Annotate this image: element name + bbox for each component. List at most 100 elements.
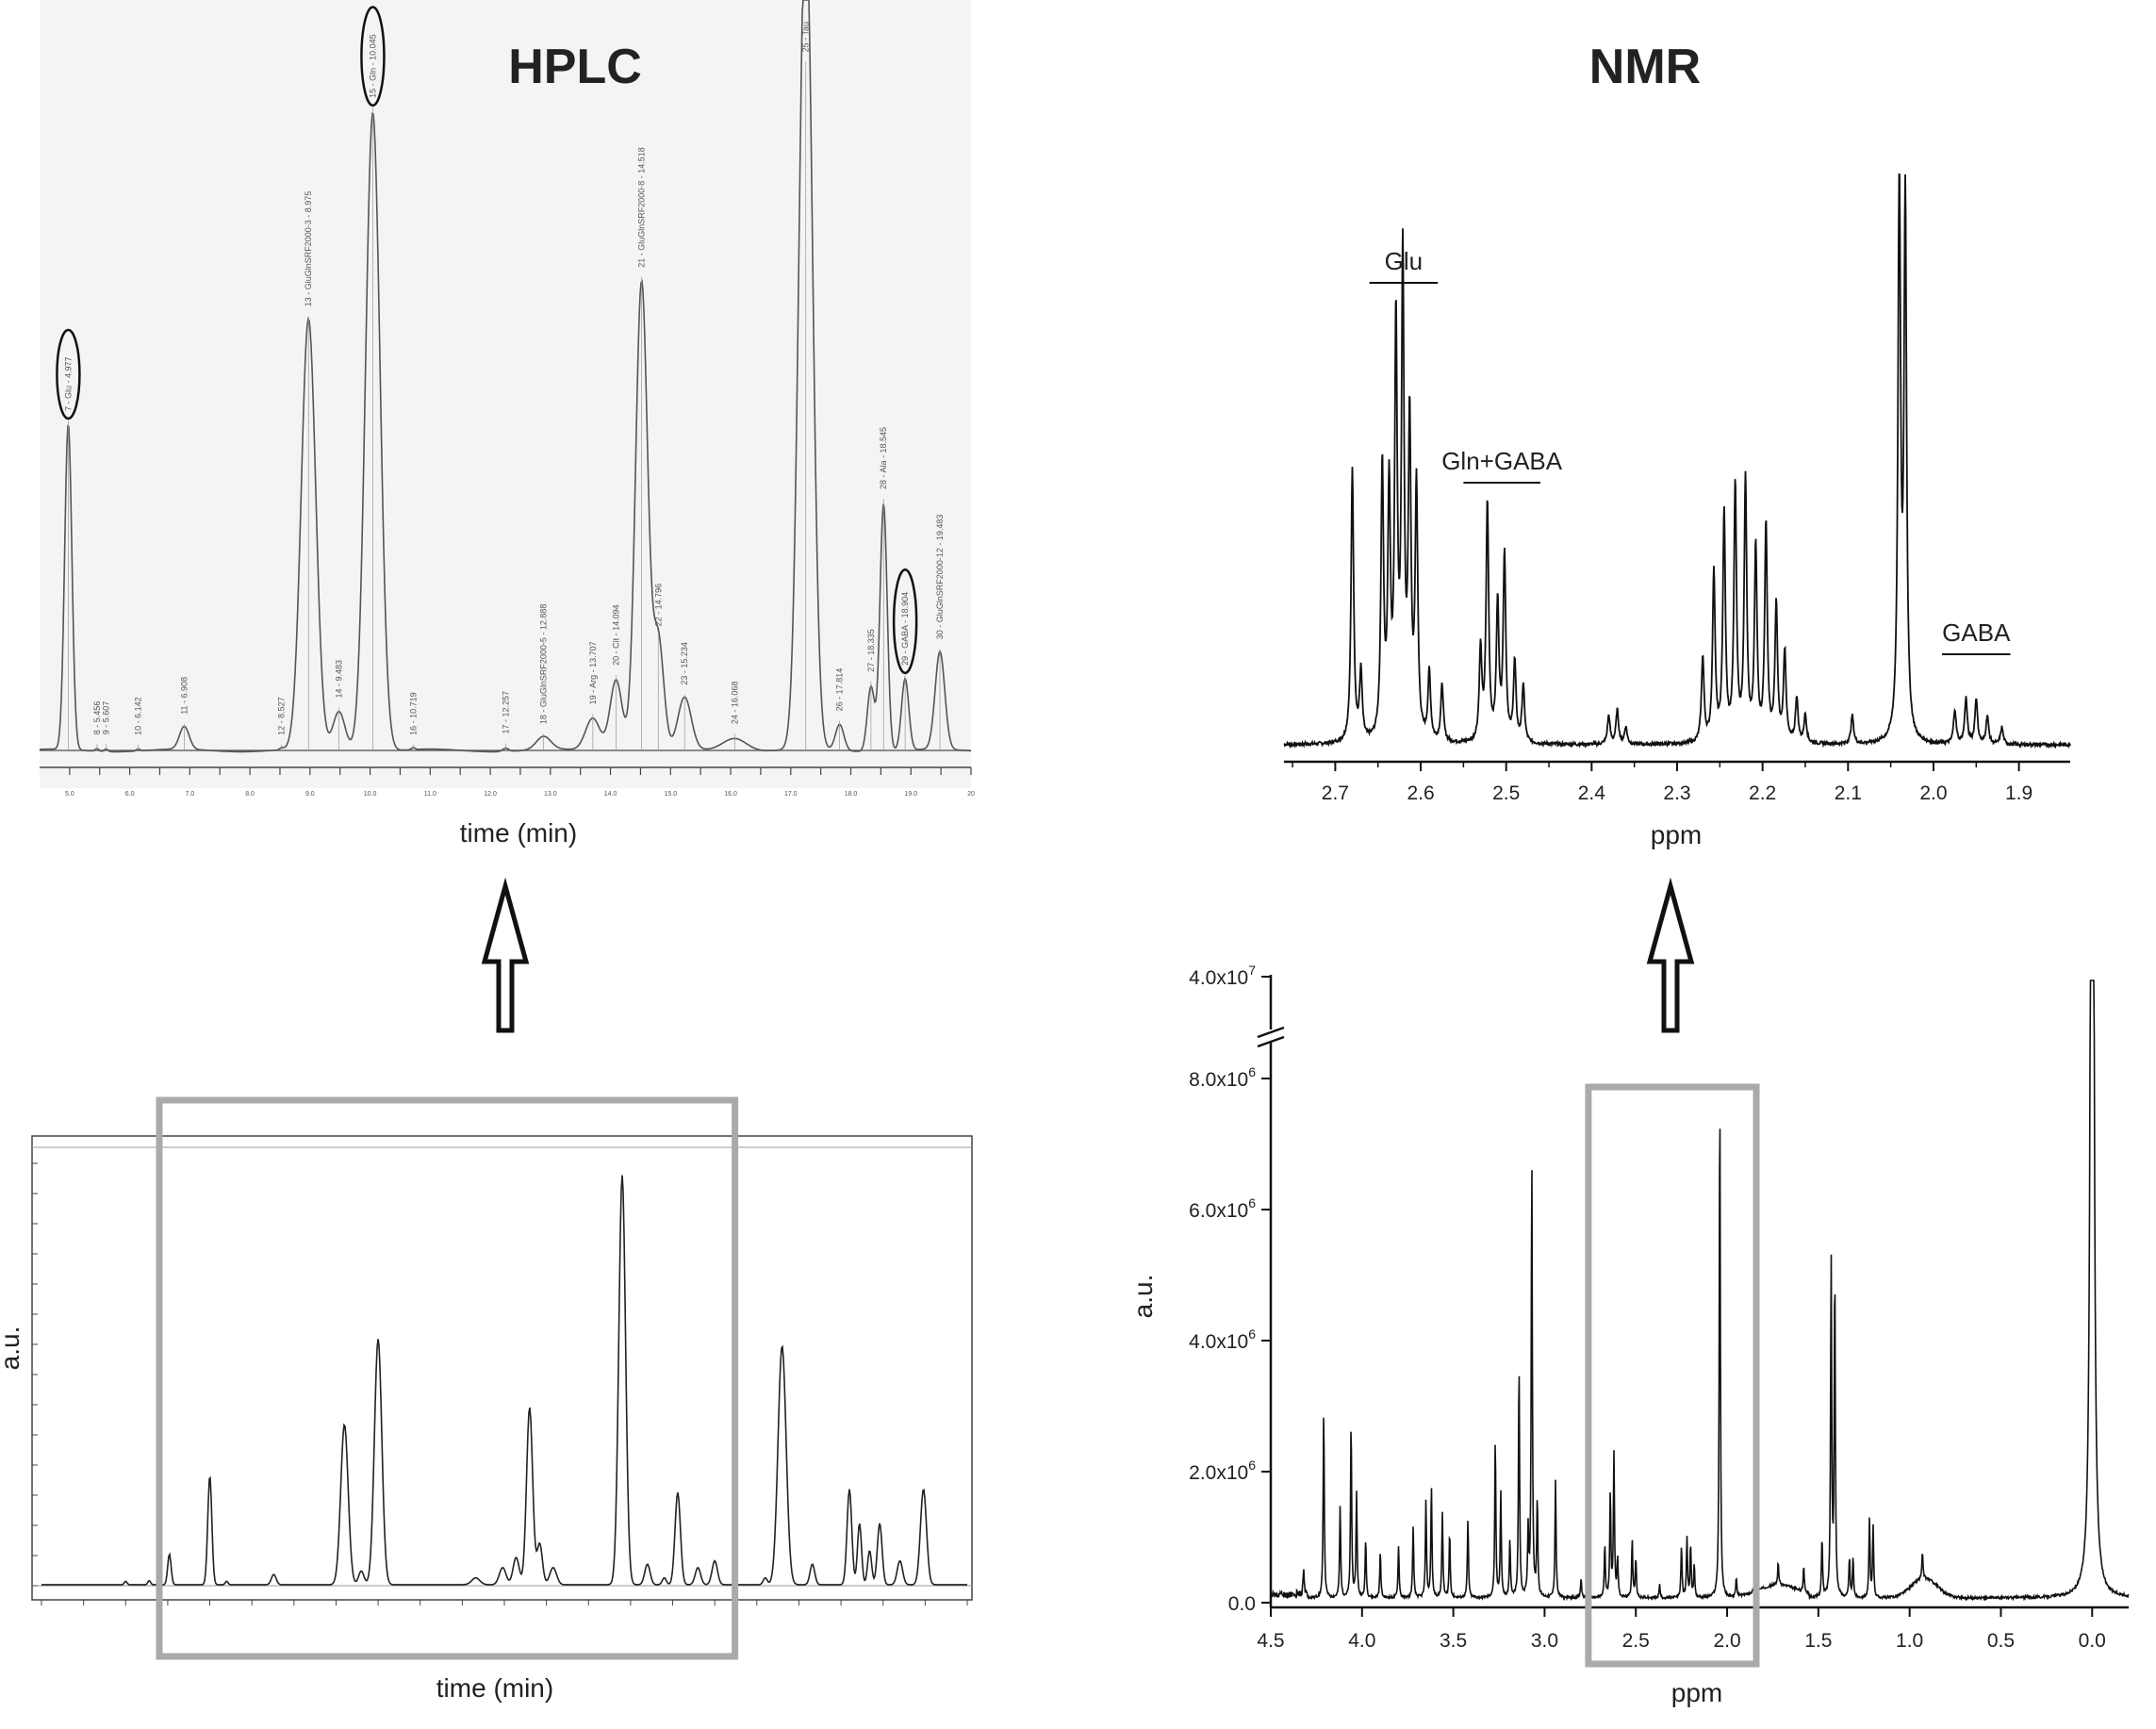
- nmr-full-x-tick-label: 1.5: [1804, 1630, 1832, 1652]
- hplc-zoom-x-tick-label: 15.0: [664, 791, 677, 798]
- hplc-zoom-peak-label: 27 - 18.335: [866, 629, 876, 672]
- hplc-zoom-peak-label: 28 - Ala - 18.545: [879, 427, 888, 489]
- hplc-zoom-x-tick-label: 9.0: [305, 791, 315, 798]
- nmr-full-y-tick-label: 8.0x106: [1189, 1064, 1256, 1091]
- nmr-full-y-tick-label: 4.0x106: [1189, 1326, 1256, 1353]
- nmr-full-x-tick-label: 4.5: [1257, 1630, 1284, 1652]
- nmr-zoom-x-tick-label: 2.5: [1492, 782, 1520, 804]
- hplc-zoom-peak-circle: [892, 568, 918, 675]
- nmr-full-x-tick-label: 0.5: [1987, 1630, 2015, 1652]
- nmr-zoom-annotations: Glu Gln+GABA GABA: [1369, 247, 2011, 655]
- nmr-full-ticks: 4.5 4.0 3.5 3.0 2.5 2.0 1.5 1.0 0.5 0.0 0.0 2.0x106…: [1189, 963, 2106, 1652]
- hplc-zoom-trace: [40, 0, 971, 753]
- hplc-full-ticks: [32, 1162, 968, 1606]
- hplc-zoom-peak-label: 8 - 5.456: [92, 701, 102, 735]
- nmr-full-xlabel: ppm: [1671, 1678, 1722, 1707]
- nmr-full-y-tick-label: 6.0x106: [1189, 1195, 1256, 1222]
- hplc-zoom-peak-label: 15 - Gln - 10.045: [368, 34, 377, 98]
- nmr-full-x-tick-label: 3.5: [1440, 1630, 1467, 1652]
- hplc-zoom-peak-label: 21 - GluGlnSRF2000-8 - 14.518: [637, 147, 647, 268]
- hplc-zoom-x-tick-label: 7.0: [185, 791, 194, 798]
- hplc-zoom-peak-circle: [360, 6, 386, 107]
- hplc-zoom-arrow: [481, 877, 530, 1033]
- hplc-highlight-box: [156, 1096, 739, 1660]
- nmr-full-axis-break-mark: [1257, 1026, 1285, 1039]
- hplc-zoom-peak-label: 14 - 9.483: [335, 660, 344, 699]
- hplc-zoom-x-tick-label: 5.0: [65, 791, 74, 798]
- nmr-full-x-tick-label: 3.0: [1531, 1630, 1558, 1652]
- nmr-zoom-x-tick-label: 2.7: [1322, 782, 1349, 804]
- hplc-zoom-x-tick-label: 11.0: [424, 791, 436, 798]
- nmr-zoom-ticks: 2.7 2.6 2.5 2.4 2.3 2.2 2.1 2.0 1.9: [1292, 762, 2033, 804]
- hplc-zoom-peak-label: 10 - 6.142: [134, 697, 143, 735]
- nmr-full-x-tick-label: 0.0: [2079, 1630, 2106, 1652]
- nmr-zoom-xlabel: ppm: [1651, 820, 1702, 849]
- nmr-zoom-x-tick-label: 2.2: [1749, 782, 1776, 804]
- hplc-zoom-peak-label: 13 - GluGlnSRF2000-3 - 8.975: [304, 191, 313, 307]
- nmr-zoom-trace: [1283, 173, 2071, 749]
- hplc-zoom-plot-area: [40, 0, 971, 788]
- hplc-zoom-peak-label: 18 - GluGlnSRF2000-5 - 12.888: [539, 604, 549, 725]
- hplc-zoom-peak-label: 29 - GABA - 18.904: [900, 592, 910, 666]
- nmr-full-y-tick-label: 0.0: [1228, 1593, 1256, 1615]
- hplc-zoom-peak-label: 25 - Tau: [801, 22, 811, 52]
- hplc-zoom-peak-label: 12 - 8.527: [277, 697, 287, 735]
- nmr-zoom-annotation-label: Glu: [1385, 247, 1423, 275]
- nmr-full-ylabel: a.u.: [1128, 1275, 1158, 1319]
- hplc-zoom-peak-label: 26 - 17.814: [835, 668, 845, 712]
- nmr-full-x-tick-label: 1.0: [1896, 1630, 1923, 1652]
- hplc-zoom-x-tick-label: 13.0: [544, 791, 557, 798]
- hplc-zoom-peak-label: 24 - 16.068: [730, 682, 739, 725]
- hplc-zoom-x-tick-label: 16.0: [724, 791, 737, 798]
- nmr-full-x-tick-label: 2.0: [1713, 1630, 1740, 1652]
- hplc-full-trace: [41, 1175, 967, 1586]
- nmr-zoom-x-tick-label: 2.3: [1663, 782, 1690, 804]
- hplc-zoom-peak-label: 9 - 5.607: [102, 701, 111, 735]
- nmr-zoom-x-tick-label: 2.4: [1578, 782, 1606, 804]
- nmr-zoom-annotation-label: Gln+GABA: [1441, 447, 1563, 475]
- nmr-highlight-box: [1585, 1083, 1760, 1668]
- nmr-full-x-tick-label: 4.0: [1348, 1630, 1375, 1652]
- hplc-zoom-peak-circle: [56, 328, 81, 420]
- hplc-zoom-x-tick-label: 18.0: [845, 791, 858, 798]
- nmr-zoom-x-tick-label: 2.0: [1919, 782, 1947, 804]
- hplc-zoom-peak-labels: 7 - Glu - 4.977 8 - 5.456 9 - 5.607 10 - 6.…: [56, 6, 945, 750]
- hplc-full-plot-frame: [31, 1135, 973, 1601]
- nmr-zoom-x-tick-label: 2.6: [1407, 782, 1434, 804]
- nmr-full-axis-break-mark: [1257, 1035, 1285, 1048]
- hplc-zoom-xlabel: time (min): [460, 818, 577, 848]
- hplc-zoom-x-tick-label: 8.0: [245, 791, 255, 798]
- hplc-zoom-peak-label: 7 - Glu - 4.977: [63, 356, 73, 411]
- nmr-full-trace: [1270, 980, 2130, 1602]
- hplc-zoom-x-tick-label: 19.0: [904, 791, 917, 798]
- nmr-zoom-x-tick-label: 2.1: [1835, 782, 1862, 804]
- hplc-zoom-panel: HPLC 5.0 6.0 7.0 8.0 9.0 10.0 11.0 12.0 13.0 14.0…: [40, 0, 975, 848]
- nmr-full-y-tick-label: 2.0x106: [1189, 1457, 1256, 1484]
- hplc-zoom-x-tick-label: 6.0: [125, 791, 135, 798]
- hplc-zoom-x-tick-label: 20: [967, 791, 975, 798]
- nmr-zoom-panel: NMR 2.7 2.6 2.5 2.4 2.3 2.2 2.1 2.0 1.9 Glu Gln+G…: [1283, 40, 2071, 849]
- hplc-full-panel: a.u. time (min): [0, 1096, 973, 1703]
- nmr-full-panel: 4.5 4.0 3.5 3.0 2.5 2.0 1.5 1.0 0.5 0.0 0.0 2.0x106…: [1128, 963, 2130, 1707]
- nmr-zoom-annotation-label: GABA: [1942, 618, 2011, 647]
- nmr-full-y-tick-label: 4.0x107: [1189, 963, 1256, 989]
- hplc-zoom-x-tick-label: 12.0: [484, 791, 497, 798]
- hplc-zoom-peak-label: 16 - 10.719: [408, 692, 418, 735]
- hplc-zoom-peak-label: 17 - 12.257: [501, 691, 510, 734]
- hplc-zoom-peak-label: 22 - 14.796: [653, 584, 663, 627]
- hplc-zoom-x-tick-label: 17.0: [784, 791, 798, 798]
- nmr-zoom-x-tick-label: 1.9: [2005, 782, 2033, 804]
- nmr-zoom-arrow: [1646, 877, 1695, 1033]
- hplc-zoom-peak-label: 20 - Cit - 14.094: [612, 604, 621, 666]
- hplc-full-ylabel: a.u.: [0, 1326, 25, 1371]
- hplc-full-xlabel: time (min): [436, 1673, 553, 1703]
- hplc-title: HPLC: [508, 40, 642, 94]
- hplc-zoom-x-tick-label: 14.0: [604, 791, 617, 798]
- hplc-zoom-peak-label: 30 - GluGlnSRF2000-12 - 19.483: [935, 515, 945, 640]
- hplc-zoom-peak-label: 11 - 6.908: [179, 677, 189, 715]
- hplc-zoom-x-tick-label: 10.0: [364, 791, 377, 798]
- hplc-zoom-peak-label: 23 - 15.234: [680, 642, 689, 685]
- nmr-title: NMR: [1589, 40, 1701, 94]
- hplc-zoom-ticks: 5.0 6.0 7.0 8.0 9.0 10.0 11.0 12.0 13.0 14.0 15.0 1…: [65, 767, 975, 798]
